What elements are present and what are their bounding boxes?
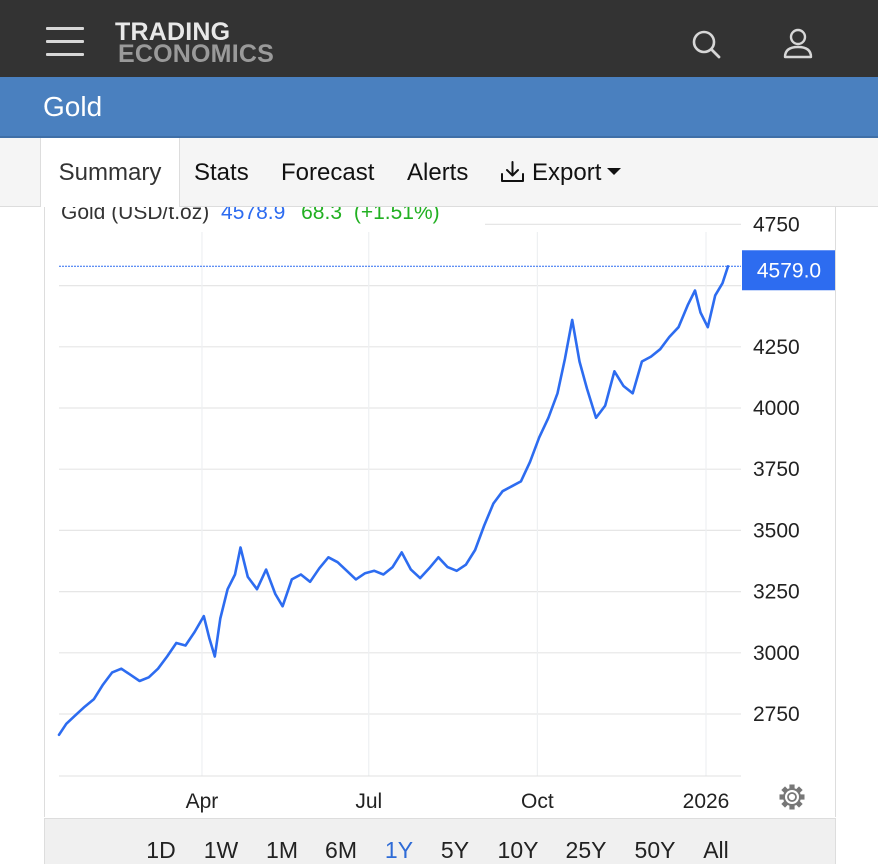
- x-tick-label: Apr: [186, 790, 219, 813]
- range-50y[interactable]: 50Y: [634, 837, 676, 863]
- top-navigation-bar: TRADING ECONOMICS: [0, 0, 878, 77]
- y-tick-label: 3000: [753, 642, 800, 665]
- x-tick-label: Jul: [355, 790, 382, 813]
- range-all[interactable]: All: [703, 837, 729, 863]
- x-tick-label: 2026: [683, 790, 730, 813]
- series-line-gold: [57, 265, 730, 737]
- tab-stats[interactable]: Stats: [194, 159, 249, 186]
- page-title: Gold: [43, 91, 103, 122]
- y-tick-label: 3750: [753, 458, 800, 481]
- price-chart[interactable]: 2750 3000 3250 3500 3750 4000 4250 4750 Apr Jul O…: [45, 207, 835, 817]
- legend-change-pct: (+1.51%): [354, 207, 440, 224]
- y-tick-label: 4000: [753, 397, 800, 420]
- page-title-bar: Gold: [0, 77, 878, 138]
- chevron-down-icon: [607, 168, 622, 175]
- trading-economics-logo[interactable]: TRADING ECONOMICS: [115, 18, 305, 68]
- tab-export[interactable]: Export: [499, 138, 622, 207]
- gear-icon[interactable]: [779, 784, 805, 810]
- export-label: Export: [532, 159, 602, 186]
- y-tick-label: 3250: [753, 581, 800, 604]
- chart-container: 2750 3000 3250 3500 3750 4000 4250 4750 Apr Jul O…: [44, 207, 836, 817]
- hamburger-menu-icon[interactable]: [46, 27, 86, 57]
- tab-forecast[interactable]: Forecast: [281, 159, 375, 186]
- logo-line-1: TRADING: [115, 18, 231, 46]
- chart-legend: Gold (USD/t.oz) 4578.9 68.3 (+1.51%): [61, 207, 440, 224]
- y-tick-label: 4750: [753, 213, 800, 236]
- tab-bar: Summary Stats Forecast Alerts Export: [0, 138, 878, 207]
- range-6m[interactable]: 6M: [325, 837, 357, 863]
- y-tick-label: 4250: [753, 336, 800, 359]
- tab-summary[interactable]: Summary: [40, 138, 180, 207]
- logo-line-2: ECONOMICS: [118, 40, 274, 68]
- range-25y[interactable]: 25Y: [565, 837, 607, 863]
- user-icon[interactable]: [778, 24, 818, 64]
- legend-change: 68.3: [301, 207, 342, 224]
- tab-alerts[interactable]: Alerts: [407, 159, 469, 186]
- range-1m[interactable]: 1M: [266, 837, 298, 863]
- y-tick-label: 3500: [753, 519, 800, 542]
- y-tick-label: 2750: [753, 703, 800, 726]
- range-1y[interactable]: 1Y: [384, 837, 414, 863]
- time-range-selector: 1D 1W 1M 6M 1Y 5Y 10Y 25Y 50Y All: [44, 818, 836, 864]
- legend-price: 4578.9: [221, 207, 285, 224]
- range-1d[interactable]: 1D: [146, 837, 176, 863]
- x-tick-label: Oct: [521, 790, 554, 813]
- search-icon[interactable]: [686, 24, 726, 64]
- range-1w[interactable]: 1W: [203, 837, 239, 863]
- price-tag: [742, 250, 835, 291]
- range-5y[interactable]: 5Y: [440, 837, 470, 863]
- price-tag-text: 4579.0: [757, 259, 821, 282]
- legend-backdrop: [45, 207, 485, 232]
- download-icon: [501, 161, 524, 182]
- legend-series-name: Gold (USD/t.oz): [61, 207, 209, 224]
- range-10y[interactable]: 10Y: [497, 837, 539, 863]
